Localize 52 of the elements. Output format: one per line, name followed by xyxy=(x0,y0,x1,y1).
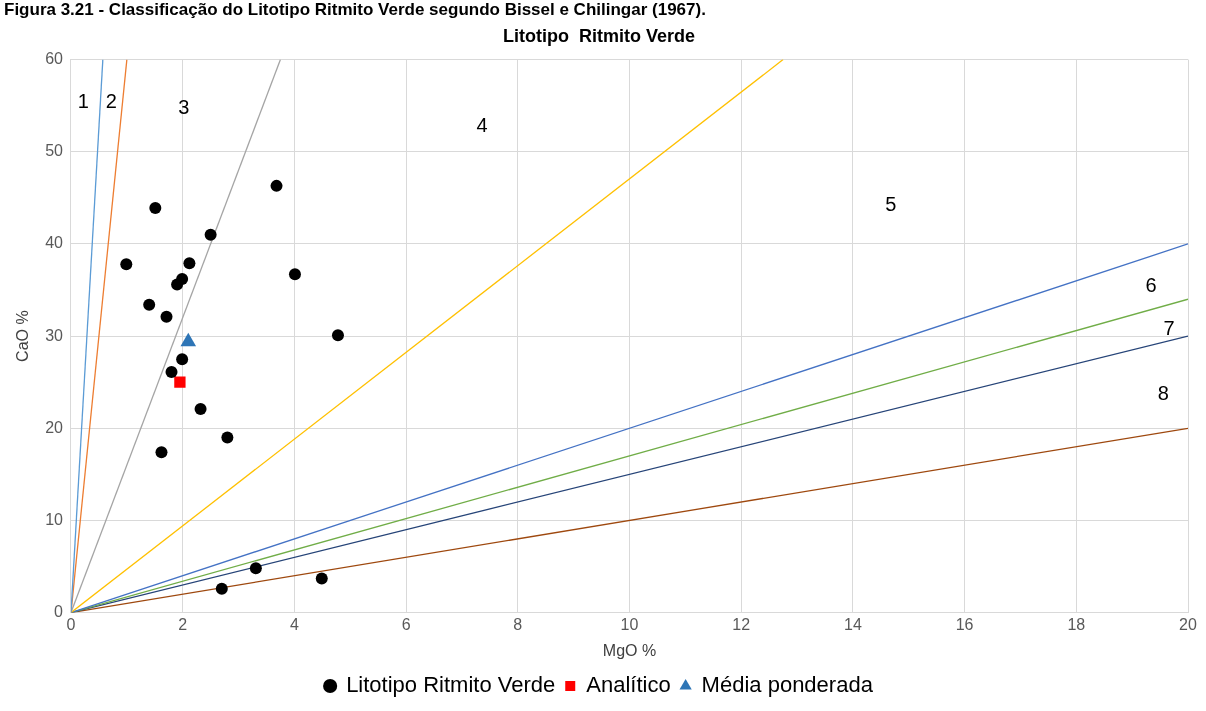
point xyxy=(165,366,178,379)
point xyxy=(215,582,228,595)
point xyxy=(176,353,189,366)
y-tick-label: 50 xyxy=(45,142,64,160)
y-axis-title: CaO % xyxy=(14,310,32,362)
y-tick-label: 20 xyxy=(45,418,64,436)
point xyxy=(143,298,156,311)
point xyxy=(194,402,207,415)
y-tick-label: 40 xyxy=(45,234,64,252)
point xyxy=(315,572,328,585)
chart-title: Litotipo Ritmito Verde xyxy=(503,25,695,46)
x-tick-label: 0 xyxy=(66,615,76,633)
point xyxy=(155,446,168,459)
x-tick-label: 16 xyxy=(955,615,974,633)
x-tick-label: 2 xyxy=(178,615,188,633)
point xyxy=(183,257,196,270)
point xyxy=(149,201,162,214)
legend-label: Média ponderada xyxy=(701,672,874,698)
annotation: 2 xyxy=(105,90,117,113)
point xyxy=(331,329,344,342)
x-tick-label: 20 xyxy=(1179,615,1197,633)
annotation: 1 xyxy=(77,90,89,113)
annotation: 5 xyxy=(885,192,897,215)
point xyxy=(288,268,301,281)
point xyxy=(249,562,262,575)
legend-label: Analítico xyxy=(586,672,671,698)
annotation: 3 xyxy=(178,95,190,118)
legend-label: Litotipo Ritmito Verde xyxy=(346,672,556,698)
annotation: 8 xyxy=(1157,381,1169,404)
point xyxy=(270,179,283,192)
x-tick-label: 18 xyxy=(1067,615,1086,633)
x-tick-label: 8 xyxy=(513,615,523,633)
y-tick-label: 60 xyxy=(45,50,64,68)
point xyxy=(160,310,173,323)
x-tick-label: 14 xyxy=(844,615,862,633)
point xyxy=(174,376,186,388)
x-axis-title: MgO % xyxy=(602,641,657,659)
point xyxy=(120,258,133,271)
x-tick-label: 10 xyxy=(620,615,639,633)
point xyxy=(171,278,184,291)
x-tick-label: 12 xyxy=(732,615,751,633)
annotation: 4 xyxy=(476,114,488,137)
x-tick-label: 4 xyxy=(289,615,299,633)
point xyxy=(204,228,217,241)
annotation: 7 xyxy=(1163,316,1175,339)
y-tick-label: 30 xyxy=(45,326,64,344)
annotation: 6 xyxy=(1145,274,1157,297)
x-tick-label: 6 xyxy=(401,615,411,633)
text: Figura 3.21 - Classificação do Litotipo Ritmito Verde segundo Bissel e Chilingar (1967). xyxy=(3,0,707,21)
y-tick-label: 10 xyxy=(45,510,64,528)
y-tick-label: 0 xyxy=(54,603,64,621)
point xyxy=(221,431,234,444)
